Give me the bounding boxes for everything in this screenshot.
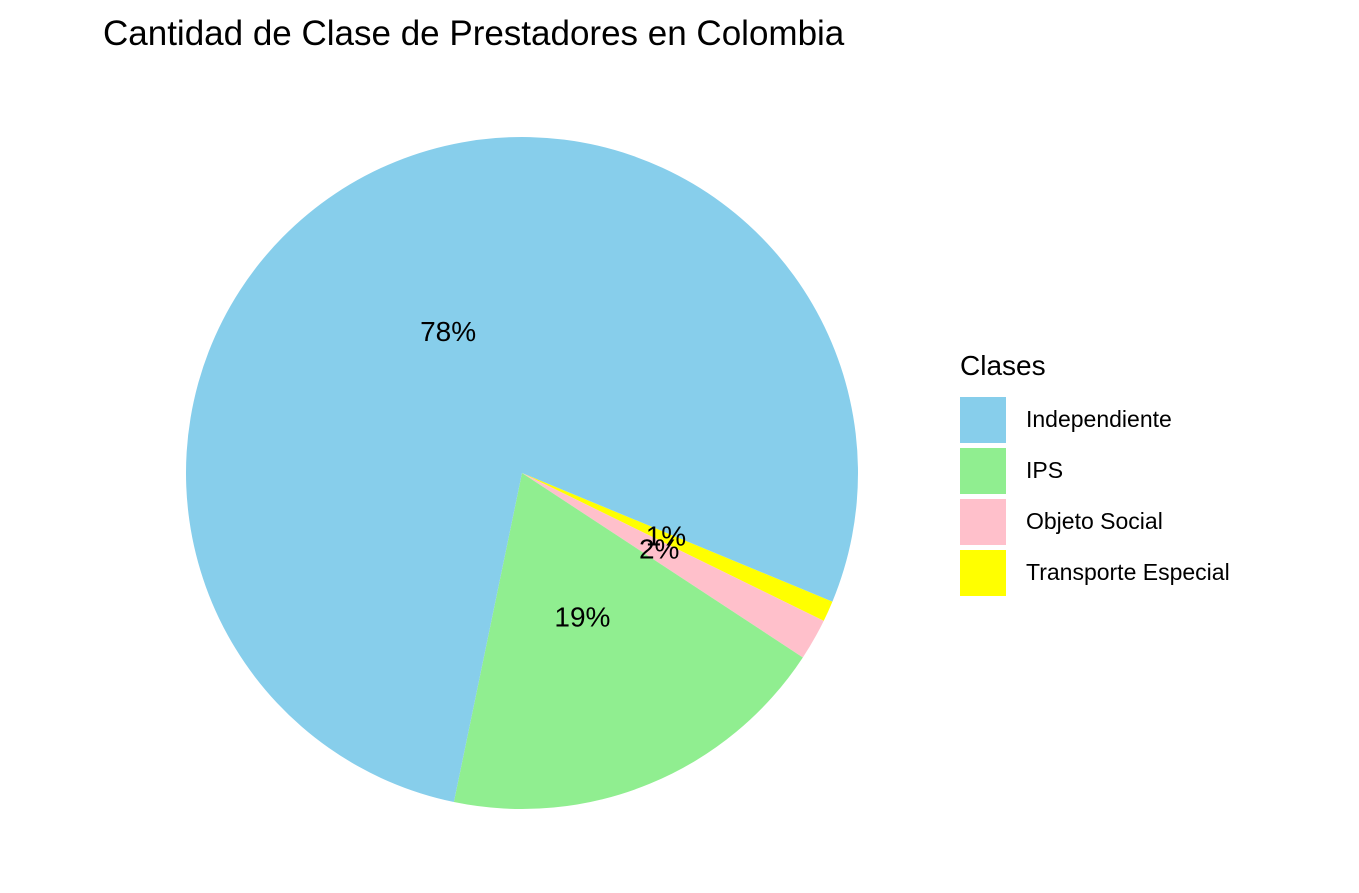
pie-slice-transporte-especial (522, 473, 833, 621)
pie-slice-independiente (185, 137, 858, 803)
legend-label: Independiente (1026, 406, 1172, 432)
legend-swatch (960, 549, 1006, 596)
legend-title: Clases (960, 350, 1046, 381)
pie-label-objeto-social: 2% (639, 534, 679, 565)
legend-label: IPS (1026, 457, 1064, 483)
legend-item-transporte-especial: Transporte Especial (960, 547, 1230, 598)
legend-item-independiente: Independiente (960, 394, 1230, 445)
legend-swatch (960, 396, 1006, 443)
legend-label: Objeto Social (1026, 508, 1163, 534)
chart-title: Cantidad de Clase de Prestadores en Colo… (103, 14, 845, 53)
legend: Clases Independiente IPS Objeto Social T… (960, 346, 1230, 598)
pie-label-independiente: 78% (420, 316, 476, 347)
legend-swatch (960, 447, 1006, 494)
pie-slice-objeto-social (522, 473, 824, 658)
legend-item-ips: IPS (960, 445, 1230, 496)
pie-slice-ips (453, 473, 803, 809)
legend-item-objeto-social: Objeto Social (960, 496, 1230, 547)
legend-label: Transporte Especial (1026, 559, 1230, 585)
legend-swatch (960, 498, 1006, 545)
pie-label-transporte-especial: 1% (646, 520, 686, 551)
pie-label-ips: 19% (554, 601, 610, 632)
